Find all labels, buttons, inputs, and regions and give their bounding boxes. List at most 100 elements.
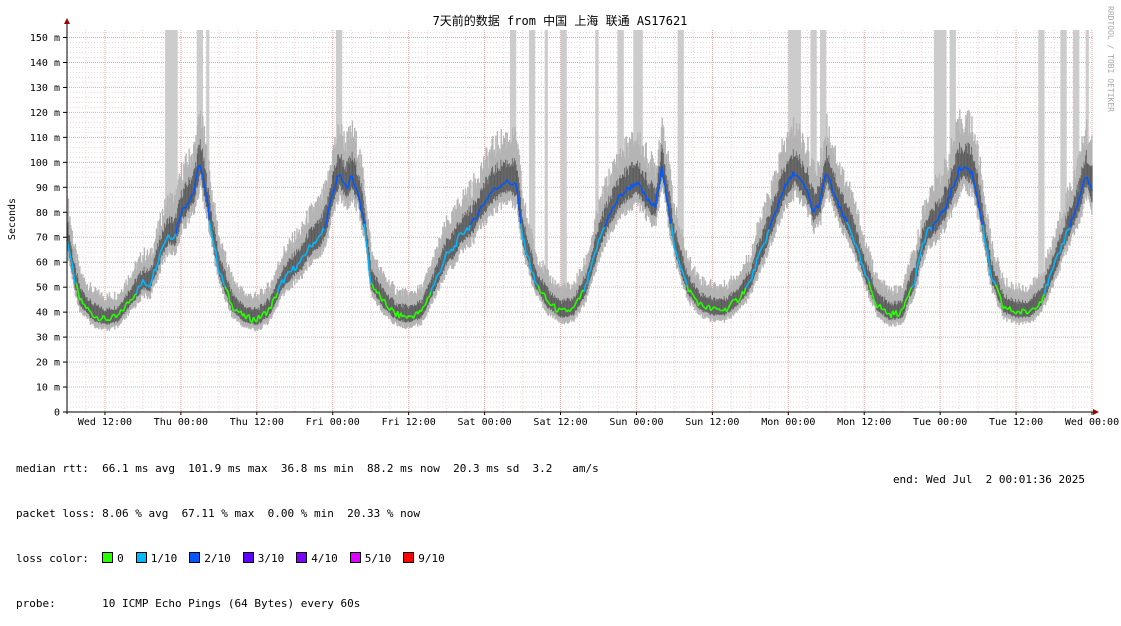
loss-color-value: 5/10 xyxy=(365,552,392,565)
median-segment xyxy=(795,175,797,176)
y-axis-label: Seconds xyxy=(7,198,18,240)
x-tick-label: Tue 00:00 xyxy=(913,417,967,428)
rrdtool-watermark: RRDTOOL / TOBI OETIKER xyxy=(1106,6,1115,112)
x-tick-label: Fri 00:00 xyxy=(306,417,360,428)
loss-color-value: 2/10 xyxy=(204,552,231,565)
median-segment xyxy=(486,199,488,200)
median-segment xyxy=(1035,308,1037,310)
median-segment xyxy=(546,300,548,301)
median-segment xyxy=(527,256,529,257)
median-segment xyxy=(192,193,194,195)
median-segment xyxy=(510,184,512,185)
y-tick-label: 100 m xyxy=(30,158,60,169)
loss-color-item: 0 xyxy=(102,552,124,565)
median-segment xyxy=(483,204,485,205)
median-segment xyxy=(423,306,425,307)
median-segment xyxy=(504,183,506,184)
loss-spike xyxy=(1060,30,1066,221)
median-segment xyxy=(540,292,542,294)
median-segment xyxy=(304,255,306,256)
median-segment xyxy=(902,308,904,309)
median-segment xyxy=(714,307,716,308)
y-tick-label: 70 m xyxy=(36,233,60,244)
median-segment xyxy=(624,192,626,193)
loss-color-item: 9/10 xyxy=(403,552,445,565)
median-segment xyxy=(462,234,464,235)
median-segment xyxy=(94,317,96,318)
median-segment xyxy=(1022,309,1024,310)
y-tick-label: 90 m xyxy=(36,183,60,194)
median-segment xyxy=(828,177,830,178)
x-tick-label: Thu 00:00 xyxy=(154,417,208,428)
median-segment xyxy=(361,212,363,214)
y-tick-label: 110 m xyxy=(30,133,60,144)
median-segment xyxy=(1013,311,1015,312)
y-tick-label: 130 m xyxy=(30,83,60,94)
loss-spike xyxy=(529,30,535,251)
packet-loss-stats: packet loss: 8.06 % avg 67.11 % max 0.00… xyxy=(16,506,599,521)
loss-color-swatch xyxy=(243,552,254,563)
median-segment xyxy=(121,310,123,311)
y-tick-label: 30 m xyxy=(36,333,60,344)
median-segment xyxy=(929,227,931,228)
loss-spike xyxy=(561,30,567,292)
loss-color-value: 0 xyxy=(117,552,124,565)
y-tick-label: 60 m xyxy=(36,258,60,269)
median-segment xyxy=(598,238,600,239)
median-segment xyxy=(89,310,91,311)
loss-spike xyxy=(545,30,548,280)
x-tick-label: Mon 00:00 xyxy=(761,417,815,428)
median-segment xyxy=(796,175,798,176)
x-tick-label: Fri 12:00 xyxy=(382,417,436,428)
loss-color-swatch xyxy=(296,552,307,563)
loss-spike xyxy=(1038,30,1044,280)
median-segment xyxy=(508,182,510,183)
loss-color-label: loss color: xyxy=(16,552,89,565)
median-segment xyxy=(559,308,561,309)
x-tick-label: Sat 12:00 xyxy=(533,417,587,428)
x-tick-label: Wed 00:00 xyxy=(1065,417,1119,428)
loss-color-value: 1/10 xyxy=(151,552,178,565)
y-tick-label: 10 m xyxy=(36,383,60,394)
y-tick-label: 150 m xyxy=(30,33,60,44)
median-segment xyxy=(187,203,189,204)
y-tick-label: 120 m xyxy=(30,108,60,119)
median-segment xyxy=(383,299,385,300)
median-segment xyxy=(610,213,612,214)
median-segment xyxy=(912,286,914,287)
median-segment xyxy=(945,208,947,209)
median-segment xyxy=(640,185,642,186)
median-segment xyxy=(448,252,450,254)
loss-spike xyxy=(595,30,598,228)
median-segment xyxy=(750,279,752,280)
median-segment xyxy=(1029,311,1031,313)
median-segment xyxy=(140,285,142,286)
median-segment xyxy=(537,284,539,285)
loss-color-swatch xyxy=(136,552,147,563)
median-segment xyxy=(703,306,705,307)
chart-legend: median rtt: 66.1 ms avg 101.9 ms max 36.… xyxy=(16,431,599,626)
median-segment xyxy=(428,297,430,298)
loss-color-swatch xyxy=(189,552,200,563)
median-segment xyxy=(319,235,321,236)
median-segment xyxy=(523,239,525,240)
median-segment xyxy=(627,187,629,188)
median-segment xyxy=(532,272,534,273)
median-segment xyxy=(439,273,441,274)
y-axis-arrow xyxy=(64,18,70,24)
loss-color-swatch xyxy=(102,552,113,563)
median-segment xyxy=(481,206,483,207)
y-tick-labels: 010 m20 m30 m40 m50 m60 m70 m80 m90 m100… xyxy=(30,33,67,419)
median-rtt-stats: median rtt: 66.1 ms avg 101.9 ms max 36.… xyxy=(16,461,599,476)
median-segment xyxy=(494,187,496,189)
x-axis-arrow xyxy=(1093,409,1099,415)
x-tick-label: Wed 12:00 xyxy=(78,417,132,428)
loss-color-item: 3/10 xyxy=(243,552,285,565)
median-segment xyxy=(118,314,120,315)
loss-spike xyxy=(165,30,178,216)
y-tick-label: 40 m xyxy=(36,308,60,319)
median-segment xyxy=(564,308,566,309)
median-segment xyxy=(502,184,504,185)
